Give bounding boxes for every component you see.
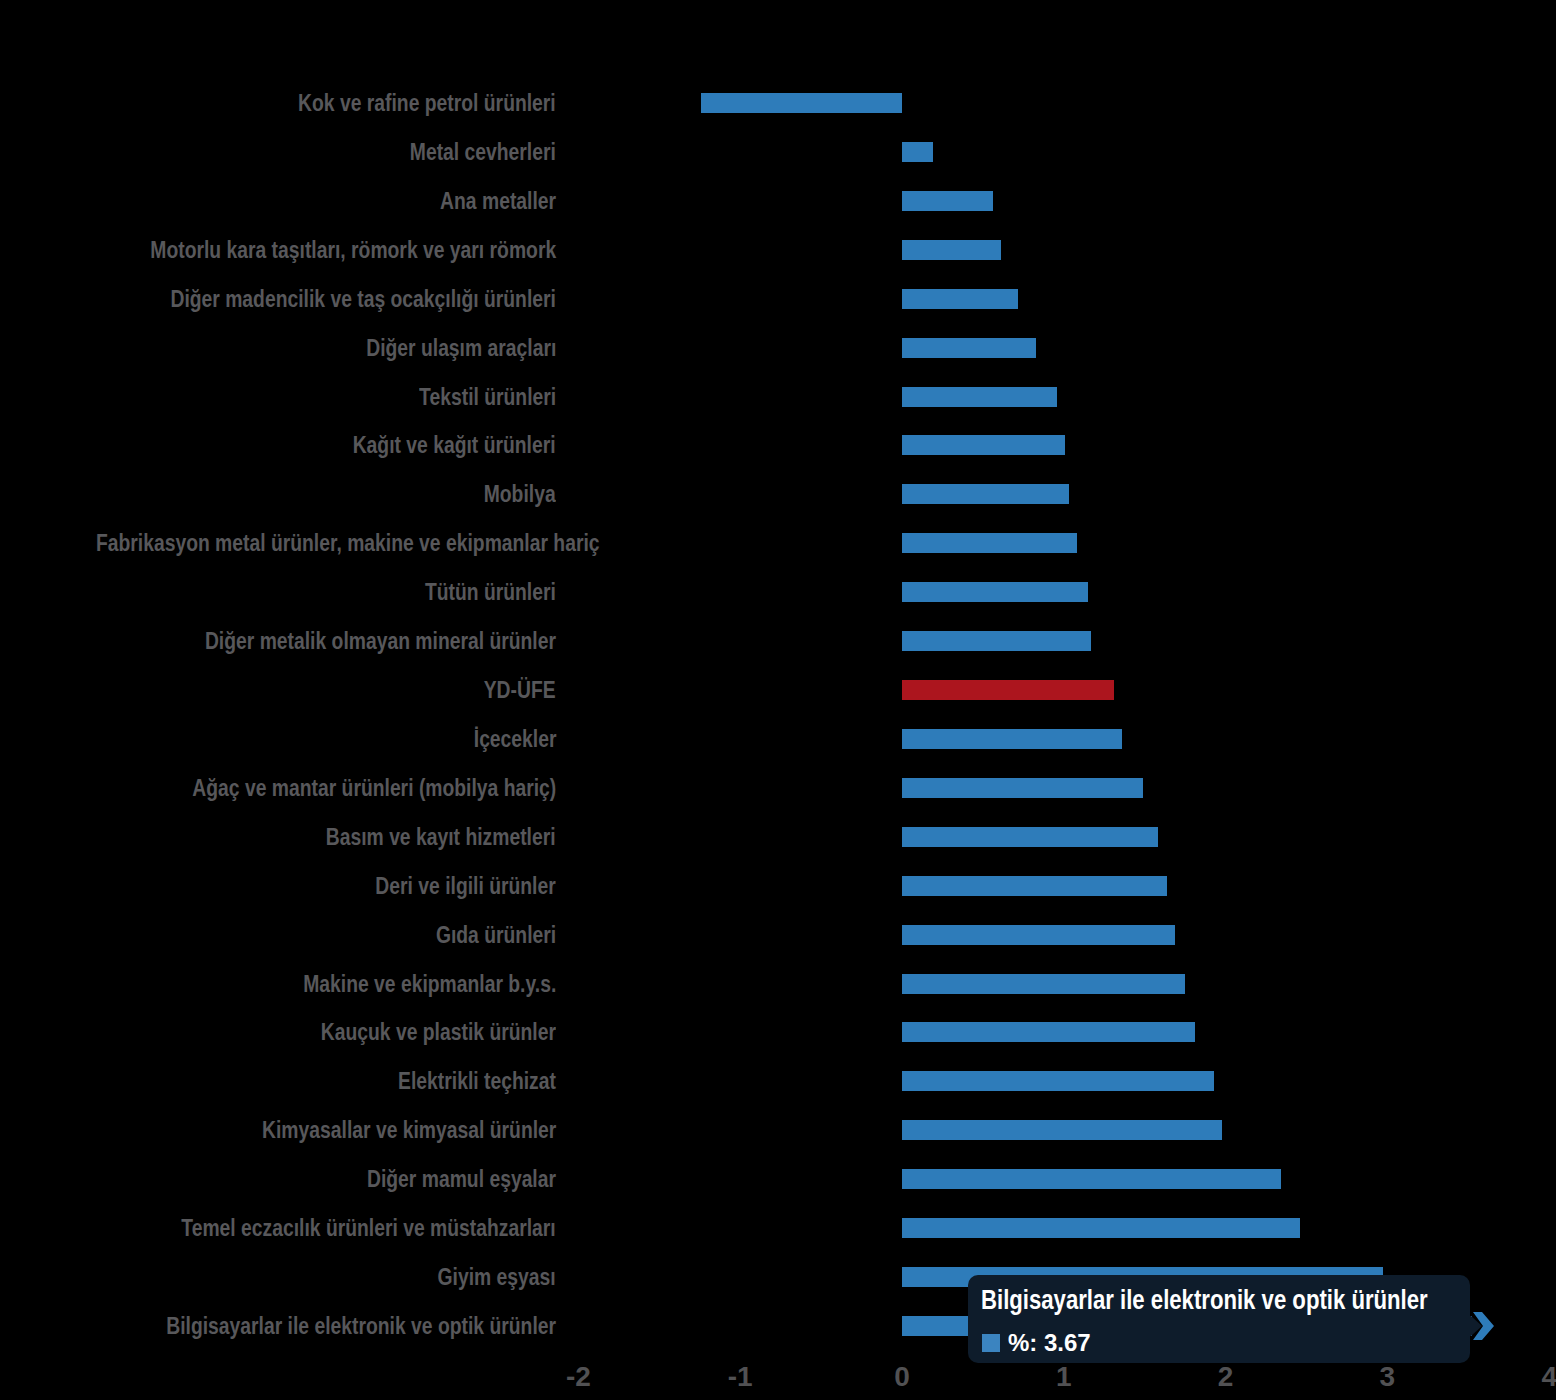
category-label-text: Kimyasallar ve kimyasal ürünler: [262, 1116, 556, 1144]
category-label-text: Kauçuk ve plastik ürünler: [321, 1018, 556, 1046]
category-label: Deri ve ilgili ürünler: [0, 872, 556, 900]
category-label: Elektrikli teçhizat: [0, 1067, 556, 1095]
x-tick-label: 2: [1218, 1362, 1234, 1392]
bar[interactable]: [902, 240, 1001, 260]
bar[interactable]: [701, 93, 902, 113]
category-label: Diğer mamul eşyalar: [0, 1165, 556, 1193]
bar[interactable]: [902, 289, 1018, 309]
category-label: Kağıt ve kağıt ürünleri: [0, 431, 556, 459]
category-label: Giyim eşyası: [0, 1263, 556, 1291]
category-label: Temel eczacılık ürünleri ve müstahzarlar…: [0, 1214, 556, 1242]
bar[interactable]: [902, 778, 1143, 798]
category-label: Fabrikasyon metal ürünler, makine ve eki…: [0, 529, 556, 557]
category-label-text: Bilgisayarlar ile elektronik ve optik ür…: [166, 1312, 556, 1340]
bar[interactable]: [902, 631, 1091, 651]
category-label: Ağaç ve mantar ürünleri (mobilya hariç): [0, 774, 556, 802]
bar[interactable]: [902, 1120, 1222, 1140]
bar[interactable]: [902, 974, 1185, 994]
category-label: Diğer metalik olmayan mineral ürünler: [0, 627, 556, 655]
category-label-text: İçecekler: [473, 725, 556, 753]
tooltip-title: Bilgisayarlar ile elektronik ve optik ür…: [981, 1284, 1526, 1316]
category-label-text: Ağaç ve mantar ürünleri (mobilya hariç): [192, 774, 556, 802]
category-label-text: Diğer ulaşım araçları: [366, 334, 556, 362]
category-label-text: Diğer metalik olmayan mineral ürünler: [205, 627, 556, 655]
category-label: Gıda ürünleri: [0, 921, 556, 949]
x-tick-label: 0: [894, 1362, 910, 1392]
bar[interactable]: [902, 876, 1167, 896]
category-label-text: YD-ÜFE: [484, 676, 556, 704]
bar[interactable]: [902, 142, 933, 162]
bar[interactable]: [902, 1218, 1300, 1238]
category-label-text: Giyim eşyası: [438, 1263, 556, 1291]
category-label: Kok ve rafine petrol ürünleri: [0, 89, 556, 117]
category-label-text: Ana metaller: [440, 187, 556, 215]
bar[interactable]: [902, 1169, 1281, 1189]
category-label-text: Tekstil ürünleri: [419, 383, 556, 411]
x-tick-label: 3: [1380, 1362, 1396, 1392]
category-label-text: Fabrikasyon metal ürünler, makine ve eki…: [96, 529, 600, 557]
category-label-text: Kağıt ve kağıt ürünleri: [353, 431, 556, 459]
category-label: Metal cevherleri: [0, 138, 556, 166]
category-label-text: Diğer madencilik ve taş ocakçılığı ürünl…: [171, 285, 556, 313]
category-label-text: Kok ve rafine petrol ürünleri: [298, 89, 556, 117]
category-label-text: Basım ve kayıt hizmetleri: [326, 823, 556, 851]
x-tick-label: -2: [566, 1362, 591, 1392]
category-label: Tekstil ürünleri: [0, 383, 556, 411]
category-label: Kauçuk ve plastik ürünler: [0, 1018, 556, 1046]
bar[interactable]: [902, 191, 993, 211]
category-label-text: Temel eczacılık ürünleri ve müstahzarlar…: [182, 1214, 556, 1242]
x-tick-label: 4: [1541, 1362, 1556, 1392]
category-label: Bilgisayarlar ile elektronik ve optik ür…: [0, 1312, 556, 1340]
category-label-text: Metal cevherleri: [410, 138, 556, 166]
tooltip-title-text: Bilgisayarlar ile elektronik ve optik ür…: [981, 1284, 1428, 1316]
bar[interactable]: [902, 533, 1077, 553]
bar[interactable]: [902, 827, 1158, 847]
category-label-text: Motorlu kara taşıtları, römork ve yarı r…: [150, 236, 556, 264]
category-label: Kimyasallar ve kimyasal ürünler: [0, 1116, 556, 1144]
x-tick-label: -1: [728, 1362, 753, 1392]
category-label: Tütün ürünleri: [0, 578, 556, 606]
bar[interactable]: [902, 1071, 1214, 1091]
category-label-text: Elektrikli teçhizat: [398, 1067, 556, 1095]
x-tick-label: 1: [1056, 1362, 1072, 1392]
category-label: Ana metaller: [0, 187, 556, 215]
bar[interactable]: [902, 729, 1122, 749]
category-label: Diğer ulaşım araçları: [0, 334, 556, 362]
bar[interactable]: [902, 338, 1036, 358]
category-label: Mobilya: [0, 480, 556, 508]
category-label: Diğer madencilik ve taş ocakçılığı ürünl…: [0, 285, 556, 313]
category-label: İçecekler: [0, 725, 556, 753]
category-label: Motorlu kara taşıtları, römork ve yarı r…: [0, 236, 556, 264]
category-label-text: Mobilya: [484, 480, 556, 508]
category-label-text: Gıda ürünleri: [436, 921, 556, 949]
bar[interactable]: [902, 484, 1069, 504]
category-label: YD-ÜFE: [0, 676, 556, 704]
category-label-text: Diğer mamul eşyalar: [367, 1165, 556, 1193]
category-label-text: Tütün ürünleri: [425, 578, 556, 606]
bar[interactable]: [902, 925, 1175, 945]
bar[interactable]: [902, 387, 1057, 407]
category-label: Makine ve ekipmanlar b.y.s.: [0, 970, 556, 998]
bar[interactable]: [902, 582, 1088, 602]
series-marker-icon: [982, 1334, 1000, 1352]
bar[interactable]: [902, 435, 1065, 455]
category-label-text: Deri ve ilgili ürünler: [376, 872, 556, 900]
tooltip-value: %: 3.67: [1008, 1329, 1091, 1357]
bar[interactable]: [902, 1022, 1195, 1042]
category-label: Basım ve kayıt hizmetleri: [0, 823, 556, 851]
bar-chart: Kok ve rafine petrol ürünleri Metal cevhe…: [0, 0, 1556, 1400]
bar[interactable]: [902, 680, 1114, 700]
category-label-text: Makine ve ekipmanlar b.y.s.: [303, 970, 556, 998]
